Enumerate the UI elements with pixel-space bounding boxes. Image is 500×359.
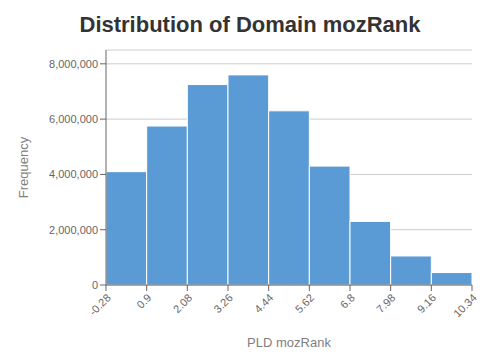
svg-text:9.16: 9.16 [415, 291, 439, 315]
svg-text:2,000,000: 2,000,000 [49, 224, 98, 236]
svg-text:Frequency: Frequency [16, 136, 31, 198]
svg-text:0.9: 0.9 [134, 291, 153, 310]
svg-text:4.44: 4.44 [252, 291, 276, 315]
svg-text:8,000,000: 8,000,000 [49, 58, 98, 70]
svg-text:3.26: 3.26 [211, 291, 235, 315]
svg-text:5.62: 5.62 [293, 291, 317, 315]
svg-text:4,000,000: 4,000,000 [49, 168, 98, 180]
html-text:Distribution of Domain mozRank: Distribution of Domain mozRank [79, 12, 421, 37]
svg-text:2.08: 2.08 [171, 291, 195, 315]
svg-text:6.8: 6.8 [338, 291, 357, 310]
svg-text:-0.28: -0.28 [87, 291, 113, 317]
svg-text:6,000,000: 6,000,000 [49, 113, 98, 125]
svg-text:0: 0 [92, 279, 98, 291]
svg-text:7.98: 7.98 [374, 291, 398, 315]
svg-text:PLD mozRank: PLD mozRank [247, 335, 331, 350]
svg-text:10.34: 10.34 [451, 291, 479, 319]
